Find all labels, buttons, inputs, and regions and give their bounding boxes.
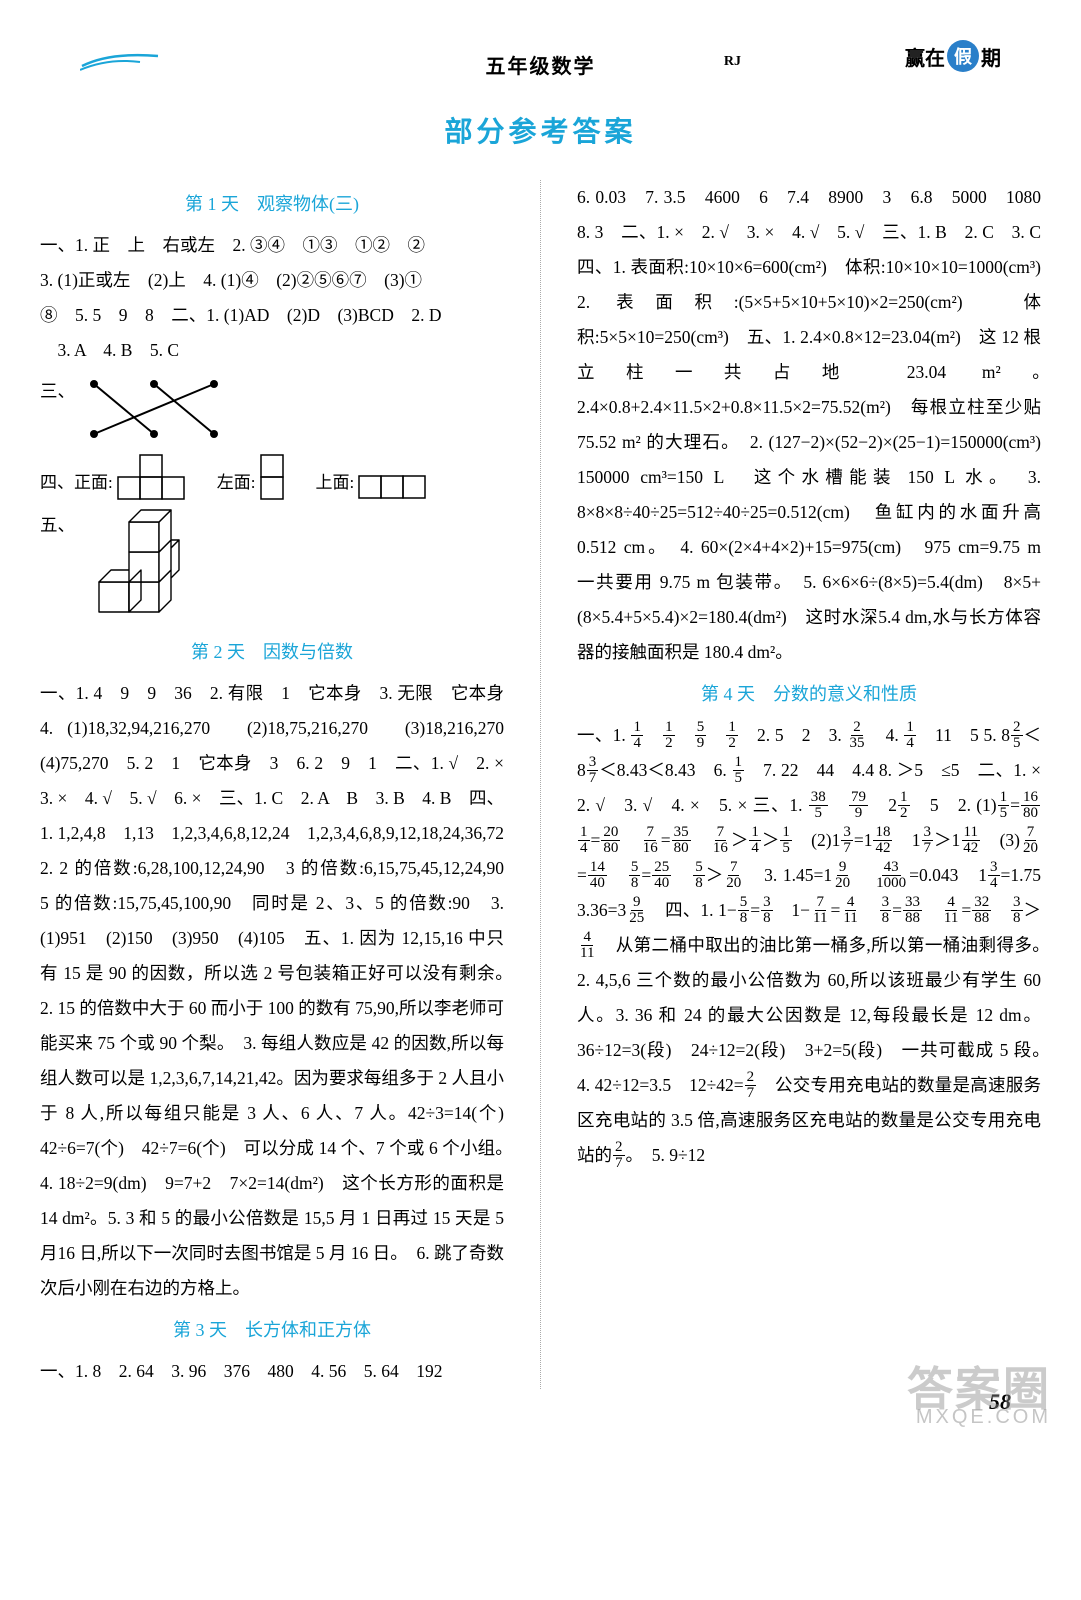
day1-line4: 3. A 4. B 5. C: [40, 333, 504, 368]
page-number: 58: [989, 1389, 1011, 1415]
day3-left-tail: 一、1. 8 2. 64 3. 96 376 480 4. 56 5. 64 1…: [40, 1354, 504, 1389]
day1-q3-diagram: 三、: [40, 374, 504, 444]
left-view-label: 左面:: [217, 466, 256, 500]
day1-line2: 3. (1)正或左 (2)上 4. (1)④ (2)②⑤⑥⑦ (3)①: [40, 263, 504, 298]
day3-title: 第 3 天 长方体和正方体: [40, 1312, 504, 1348]
day4-body: 一、1. 14 12 59 12 2. 5 2 3. 235 4. 14 11 …: [577, 718, 1041, 1173]
day1-title: 第 1 天 观察物体(三): [40, 186, 504, 222]
column-divider: [540, 180, 541, 1389]
header-badge: 赢在 假 期: [905, 40, 1001, 72]
iso-cubes: [79, 508, 199, 628]
front-view-label: 四、正面:: [40, 466, 113, 500]
left-view-shape: [259, 452, 285, 500]
content-columns: 第 1 天 观察物体(三) 一、1. 正 上 右或左 2. ③④ ①③ ①② ②…: [40, 180, 1041, 1389]
day2-title: 第 2 天 因数与倍数: [40, 634, 504, 670]
day4-title: 第 4 天 分数的意义和性质: [577, 676, 1041, 712]
day1-q5-iso: 五、: [40, 508, 504, 628]
day3-right-body: 6. 0.03 7. 3.5 4600 6 7.4 8900 3 6.8 500…: [577, 180, 1041, 670]
page-header: 五年级数学 RJ 赢在 假 期: [40, 20, 1041, 90]
day2-body: 一、1. 4 9 9 36 2. 有限 1 它本身 3. 无限 它本身 4. (…: [40, 676, 504, 1306]
q3-label: 三、: [40, 381, 75, 401]
right-column: 6. 0.03 7. 3.5 4600 6 7.4 8900 3 6.8 500…: [577, 180, 1041, 1389]
badge-prefix: 赢在: [905, 42, 945, 71]
q5-label: 五、: [40, 515, 75, 535]
day1-line1: 一、1. 正 上 右或左 2. ③④ ①③ ①② ②: [40, 228, 504, 263]
header-left-swoosh: [80, 50, 160, 70]
badge-suffix: 期: [981, 42, 1001, 71]
watermark-sub: MXQE.COM: [916, 1406, 1051, 1429]
subject-title: 五年级数学: [486, 50, 596, 79]
top-view-shape: [358, 474, 428, 500]
left-column: 第 1 天 观察物体(三) 一、1. 正 上 右或左 2. ③④ ①③ ①② ②…: [40, 180, 504, 1389]
main-title: 部分参考答案: [40, 110, 1041, 150]
edition-label: RJ: [724, 54, 741, 70]
day1-q4-views: 四、正面: 左面:: [40, 452, 504, 500]
top-view-label: 上面:: [315, 466, 354, 500]
badge-circle: 假: [947, 40, 979, 72]
front-view-shape: [117, 452, 187, 500]
day1-line3: ⑧ 5. 5 9 8 二、1. (1)AD (2)D (3)BCD 2. D: [40, 298, 504, 333]
